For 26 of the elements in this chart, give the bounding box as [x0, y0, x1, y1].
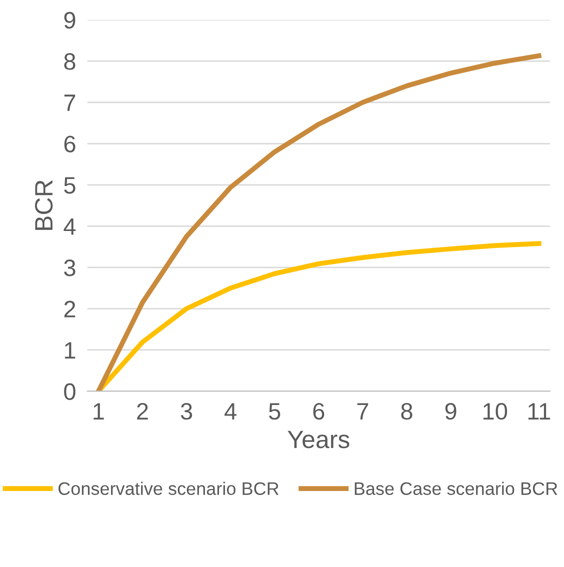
- y-tick-label: 5: [64, 177, 76, 194]
- x-tick-label: 3: [180, 402, 192, 420]
- y-tick-label: 8: [64, 53, 76, 70]
- y-tick-label: 6: [64, 136, 76, 152]
- x-axis-title: Years: [288, 430, 350, 448]
- x-tick-label: 11: [528, 403, 550, 420]
- x-tick-label: 2: [137, 402, 148, 420]
- line-series: [96, 53, 542, 392]
- y-tick-label: 1: [64, 342, 76, 359]
- x-tick-label: 9: [445, 402, 456, 420]
- legend-label: Conservative scenario BCR: [58, 482, 279, 496]
- y-tick-label: 2: [64, 300, 76, 318]
- y-tick-label: 4: [64, 218, 76, 235]
- x-tick-label: 7: [357, 403, 368, 420]
- x-tick-label: 5: [268, 403, 280, 420]
- y-tick-label: 9: [64, 12, 76, 29]
- legend-label: Base Case scenario BCR: [354, 482, 558, 496]
- y-tick-label: 0: [64, 383, 76, 400]
- x-tick-label: 10: [484, 402, 508, 420]
- x-tick-label: 1: [94, 403, 104, 420]
- y-axis-title: BCR: [34, 180, 53, 230]
- y-tick-label: 3: [64, 260, 76, 276]
- x-tick-label: 8: [401, 402, 412, 420]
- y-tick-label: 7: [64, 94, 76, 111]
- x-tick-label: 6: [313, 402, 324, 420]
- x-tick-label: 4: [224, 403, 236, 420]
